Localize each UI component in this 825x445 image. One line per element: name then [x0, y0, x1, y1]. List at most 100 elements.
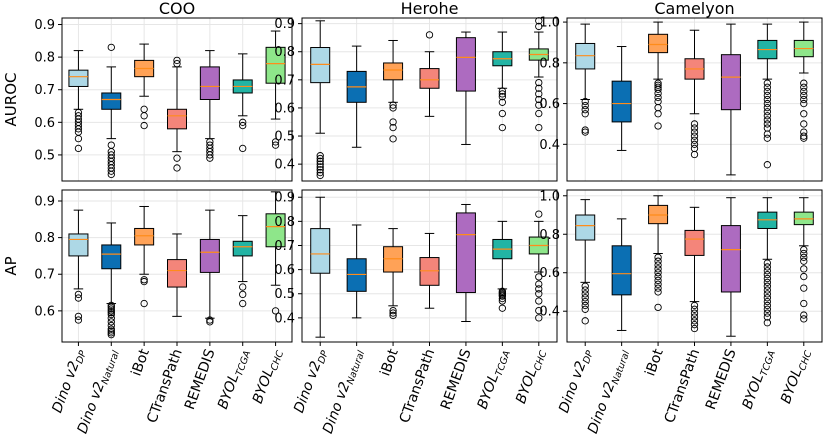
x-tick-label: REMEDIS: [703, 347, 740, 412]
y-tick-label: 0.4: [539, 138, 560, 153]
box-ibot: [134, 205, 155, 308]
outlier-point: [535, 101, 543, 109]
y-tick-label: 0.5: [34, 148, 55, 163]
y-tick-label: 0.7: [274, 73, 295, 88]
box-dino-v2-natural: [101, 222, 122, 339]
x-tick-label: BYOLTCGA: [740, 347, 778, 412]
outlier-point: [389, 123, 397, 132]
model-name: CTransPath: [397, 347, 439, 425]
outlier-point: [140, 299, 148, 308]
x-tick-label: BYOLTCGA: [475, 347, 513, 412]
outlier-point: [800, 272, 808, 281]
box-remedis: [455, 203, 476, 322]
y-tick-label: 0.4: [274, 311, 295, 326]
outlier-point: [763, 274, 772, 283]
box-iqr: [232, 240, 253, 257]
outlier-point: [498, 294, 507, 303]
outlier-point: [498, 304, 507, 312]
outlier-point: [763, 99, 772, 108]
outlier-point: [535, 22, 543, 31]
outlier-point: [800, 315, 808, 323]
outlier-point: [763, 91, 772, 100]
box-iqr: [684, 229, 705, 256]
outlier-point: [763, 305, 772, 313]
model-name: Dino v2: [49, 359, 82, 415]
y-tick-label: 0.4: [274, 158, 295, 173]
outlier-point: [690, 136, 699, 144]
outlier-point: [498, 292, 507, 300]
box-iqr: [419, 257, 440, 286]
outlier-point: [654, 85, 662, 93]
outlier-point: [271, 141, 280, 149]
outlier-point: [498, 98, 507, 106]
outlier-point: [581, 301, 589, 310]
box-iqr: [383, 246, 404, 273]
outlier-point: [763, 267, 772, 275]
outlier-point: [654, 284, 662, 292]
box-byol-tcga: [492, 220, 513, 312]
outlier-point: [140, 277, 148, 286]
box-dino-v2-dp: [68, 50, 89, 153]
outlier-point: [763, 120, 772, 128]
outlier-point: [535, 109, 543, 118]
box-iqr: [575, 214, 596, 241]
box-dino-v2-natural: [611, 218, 632, 331]
outlier-point: [763, 271, 772, 279]
outlier-point: [800, 245, 808, 254]
outlier-point: [535, 297, 543, 305]
box-iqr: [611, 80, 632, 123]
outlier-point: [535, 306, 543, 315]
model-subscript: Natural: [345, 349, 367, 386]
outlier-point: [74, 312, 83, 321]
outlier-point: [763, 301, 772, 310]
y-tick-label: 0.6: [34, 116, 55, 131]
box-byol-tcga: [232, 53, 253, 153]
box-iqr: [419, 68, 440, 89]
model-subscript: DP: [316, 349, 331, 365]
x-tick-label: CTransPath: [397, 347, 439, 425]
y-tick-label: 0.8: [34, 51, 55, 66]
outlier-point: [239, 144, 247, 153]
model-name: iBot: [128, 346, 153, 378]
x-tick-label: BYOLCHC: [778, 347, 814, 407]
outlier-point: [239, 283, 247, 291]
outlier-point: [581, 297, 589, 306]
outlier-point: [389, 135, 397, 143]
box-iqr: [455, 212, 476, 294]
x-tick-label: CTransPath: [662, 347, 704, 425]
y-tick-label: 0.7: [274, 239, 295, 254]
outlier-point: [800, 95, 808, 104]
outlier-point: [800, 120, 808, 128]
outlier-point: [107, 314, 115, 322]
outlier-point: [690, 313, 699, 321]
outlier-point: [316, 171, 324, 180]
outlier-point: [140, 121, 148, 130]
box-byol-chc: [793, 197, 814, 323]
y-tick-label: 0.8: [539, 56, 560, 71]
x-tick-label: BYOLTCGA: [215, 347, 253, 412]
outlier-point: [140, 276, 148, 284]
outlier-point: [74, 125, 83, 133]
outlier-point: [654, 288, 662, 296]
box-iqr: [611, 245, 632, 296]
outlier-point: [316, 160, 324, 168]
outlier-point: [389, 311, 397, 320]
outlier-point: [690, 305, 699, 313]
box-dino-v2-dp: [575, 199, 596, 325]
outlier-point: [389, 104, 397, 112]
outlier-point: [581, 286, 589, 294]
outlier-point: [581, 317, 589, 325]
outlier-point: [654, 93, 662, 102]
outlier-point: [581, 290, 589, 298]
outlier-point: [654, 122, 662, 130]
outlier-point: [535, 84, 543, 92]
outlier-point: [763, 313, 772, 321]
x-tick-label: REMEDIS: [438, 347, 475, 412]
outlier-point: [107, 318, 115, 326]
model-name: BYOL: [778, 366, 806, 406]
outlier-point: [581, 106, 589, 114]
outlier-point: [239, 121, 247, 130]
outlier-point: [690, 317, 699, 325]
